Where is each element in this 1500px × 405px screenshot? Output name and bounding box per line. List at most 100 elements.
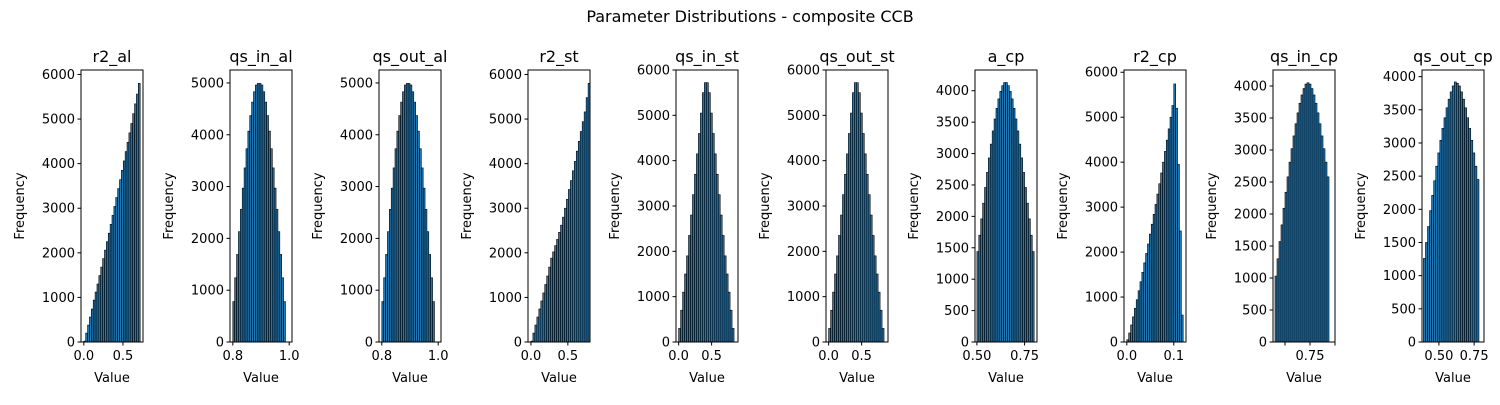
histogram-bar [1278,241,1282,343]
y-tick-label: 4000 [191,128,224,143]
y-tick-label: 3000 [1383,136,1416,151]
y-tick-label: 3000 [1085,201,1118,216]
histogram-bar [1292,135,1296,343]
subplot-title: qs_in_cp [1270,47,1338,67]
y-tick-label: 6000 [42,68,75,83]
y-tick-label: 3000 [191,180,224,195]
x-axis-label: Value [1435,371,1471,386]
x-tick-label: 0.75 [1010,349,1039,364]
y-tick-label: 5000 [340,76,373,91]
y-tick-label: 0 [1259,336,1267,351]
histogram-bar [1294,123,1298,343]
x-axis-label: Value [1137,371,1173,386]
x-tick-label: 0.0 [521,349,542,364]
histogram-bar [283,301,286,343]
subplot-qs_out_st: 0 1000 2000 3000 4000 5000 6000 0.0 0.5 qs_out_st… [758,47,895,386]
histogram-bar [1302,88,1306,343]
histogram-bar [1468,128,1472,343]
histogram-bar [1441,128,1445,343]
x-axis-label: Value [988,371,1024,386]
histogram-bar [138,83,141,343]
subplot-qs_out_al: 0 1000 2000 3000 4000 5000 0.8 1.0 qs_out_al Valu… [311,47,449,386]
y-tick-label: 3500 [936,116,969,131]
histogram-bar [1298,102,1302,343]
x-tick-label: 0.8 [371,349,392,364]
x-tick-label: 0.5 [701,349,722,364]
y-tick-label: 4000 [1085,156,1118,171]
x-tick-label: 0.5 [851,349,872,364]
subplot-r2_al: 0 1000 2000 3000 4000 5000 6000 0.0 0.5 r2_al Valu… [13,47,144,386]
histogram-bar [1314,102,1318,343]
histogram-bar [1276,258,1280,343]
x-tick-label: 0.0 [1116,349,1137,364]
histogram-bar [1300,94,1304,343]
histogram-bar [1443,117,1447,343]
y-tick-label: 2500 [1383,170,1416,185]
y-tick-label: 6000 [637,64,670,79]
histogram-bar [1324,161,1328,343]
y-axis-label: Frequency [162,172,177,239]
x-tick-label: 0.50 [1424,349,1453,364]
histogram-bar [1318,123,1322,343]
x-axis-label: Value [1286,371,1322,386]
histogram-bar [1431,195,1435,343]
y-tick-label: 0 [365,336,373,351]
x-axis-label: Value [243,371,279,386]
subplot-title: qs_in_st [675,47,739,67]
subplot-qs_in_cp: 0 500 1000 1500 2000 2500 3000 3500 4000 0.75 qs_i… [1205,47,1338,386]
y-tick-label: 2000 [787,245,820,260]
y-tick-label: 3000 [936,147,969,162]
y-tick-label: 0 [1110,336,1118,351]
y-tick-label: 3000 [637,200,670,215]
histogram-bar [1445,107,1449,343]
x-tick-label: 0.1 [1163,349,1184,364]
subplot-qs_out_cp: 0 500 1000 1500 2000 2500 3000 3500 4000 0.50 0.75… [1354,47,1493,386]
y-axis-label: Frequency [1205,172,1220,239]
y-tick-label: 1000 [191,284,224,299]
subplot-title: a_cp [988,47,1025,67]
histogram-bar [1453,81,1457,343]
y-tick-label: 500 [1391,302,1416,317]
x-tick-label: 0.50 [962,349,991,364]
subplot-r2_st: 0 1000 2000 3000 4000 5000 6000 0.0 0.5 r2_st Valu… [460,47,591,386]
y-axis-label: Frequency [1354,172,1369,239]
y-tick-label: 1000 [1234,272,1267,287]
histogram-bar [1460,91,1463,343]
y-tick-label: 4000 [1234,80,1267,95]
subplot-title: r2_cp [1133,47,1177,67]
axes-frame [1272,69,1336,343]
histogram-bar [1286,176,1290,343]
y-tick-label: 2000 [489,246,522,261]
y-tick-label: 2000 [936,210,969,225]
y-tick-label: 2000 [1085,246,1118,261]
histogram-bar [1423,258,1426,343]
x-axis-label: Value [839,371,875,386]
x-tick-label: 1.0 [428,349,449,364]
histogram-bar [1308,83,1312,343]
y-tick-label: 0 [514,336,522,351]
y-tick-label: 1500 [1383,236,1416,251]
y-tick-label: 0 [961,336,969,351]
x-tick-label: 0.75 [1460,349,1489,364]
histogram-bar [1451,85,1455,343]
y-tick-label: 0 [216,336,224,351]
y-tick-label: 4000 [936,84,969,99]
y-tick-label: 0 [67,336,75,351]
y-tick-label: 1000 [1383,269,1416,284]
y-tick-label: 2000 [1234,208,1267,223]
histogram-bar [1181,314,1184,343]
histogram-bar [1304,83,1308,343]
histogram-bar [564,207,567,343]
y-tick-label: 3000 [787,200,820,215]
x-tick-label: 0.0 [818,349,839,364]
y-axis-label: Frequency [758,172,773,239]
y-tick-label: 5000 [489,113,522,128]
axes-frame [378,69,442,343]
x-tick-label: 0.8 [222,349,243,364]
y-tick-label: 1000 [340,284,373,299]
y-tick-label: 2500 [1234,176,1267,191]
y-tick-label: 1000 [42,291,75,306]
subplot-qs_in_al: 0 1000 2000 3000 4000 5000 0.8 1.0 qs_in_al Value… [162,47,300,386]
y-tick-label: 1500 [936,241,969,256]
